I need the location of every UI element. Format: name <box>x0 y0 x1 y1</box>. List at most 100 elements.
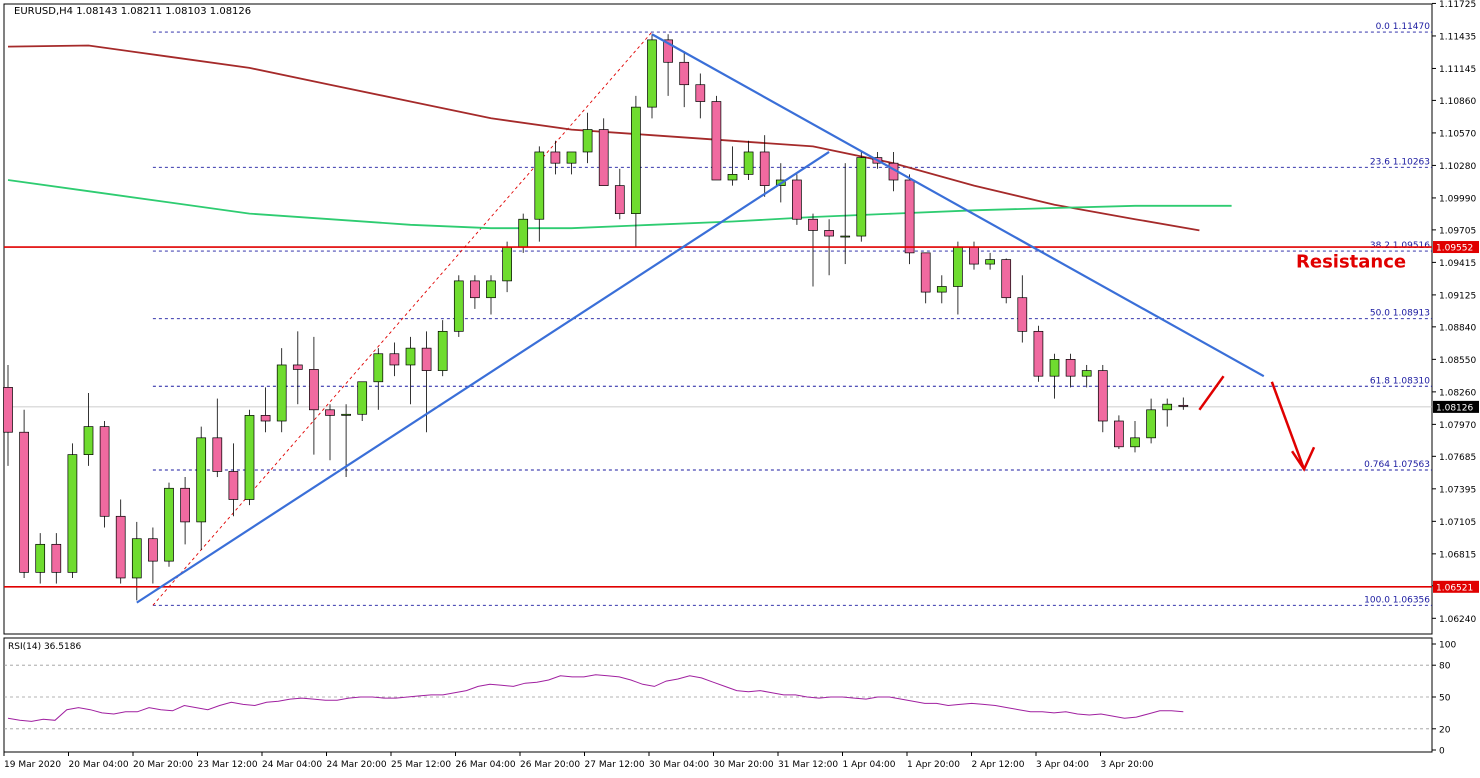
candle <box>808 213 818 287</box>
price-tag-bg <box>1433 241 1479 254</box>
fib-level-label: 50.0 1.08913 <box>1370 309 1430 319</box>
bullish-candle-body <box>936 286 947 293</box>
candle <box>470 275 480 309</box>
price-tick-label: 1.09415 <box>1439 259 1476 269</box>
candle <box>244 409 255 506</box>
bullish-candle-body <box>276 364 287 422</box>
candle <box>83 392 94 466</box>
moving-averages <box>7 44 1232 232</box>
bullish-candle-body <box>1081 370 1092 377</box>
price-tick-label: 1.06815 <box>1439 550 1476 560</box>
bullish-candle-body <box>566 151 577 164</box>
bullish-candle-body <box>486 280 496 299</box>
bullish-candle-body <box>437 330 448 371</box>
time-tick-label: 25 Mar 12:00 <box>391 760 451 770</box>
time-tick-label: 24 Mar 20:00 <box>327 760 387 770</box>
bearish-candle-body <box>3 387 13 433</box>
candle <box>663 34 673 96</box>
price-tick-label: 1.10860 <box>1439 97 1476 107</box>
candle <box>67 443 78 578</box>
bullish-candle-body <box>453 280 464 332</box>
bearish-candle-body <box>695 84 706 102</box>
candle <box>437 320 448 377</box>
time-tick-label: 2 Apr 12:00 <box>972 760 1025 770</box>
bearish-candle-body <box>292 364 303 370</box>
candle <box>566 151 577 175</box>
time-tick-label: 23 Mar 12:00 <box>198 760 258 770</box>
bullish-candle-body <box>341 413 351 416</box>
bearish-candle-body <box>598 129 609 186</box>
price-tick-label: 1.10570 <box>1439 129 1476 139</box>
bullish-candle-body <box>631 106 641 214</box>
candle <box>647 34 657 119</box>
candle <box>35 533 46 584</box>
candle <box>614 168 625 220</box>
candle <box>550 140 561 175</box>
price-axis: 1.11725 1.11435 1.11145 1.10860 1.10570 1.102… <box>1432 0 1479 625</box>
candle <box>228 443 239 517</box>
bearish-candle-body <box>1114 420 1124 448</box>
price-tick-label: 1.09705 <box>1439 226 1476 236</box>
time-tick-label: 31 Mar 12:00 <box>778 760 838 770</box>
bearish-candle-body <box>1178 404 1189 407</box>
bearish-candle-body <box>148 538 158 562</box>
candle <box>99 421 110 528</box>
bullish-candle-body <box>534 151 545 220</box>
trendline <box>651 33 1265 378</box>
candles <box>3 34 1189 601</box>
rsi-tick-label: 20 <box>1439 725 1451 735</box>
bearish-candle-body <box>1097 370 1108 422</box>
candle <box>1001 258 1012 304</box>
bearish-candle-body <box>99 426 110 517</box>
price-tick-label: 1.11145 <box>1439 65 1476 75</box>
bearish-candle-body <box>260 415 271 422</box>
bearish-candle-body <box>663 39 673 63</box>
candle <box>1114 415 1124 450</box>
candle <box>1017 275 1028 343</box>
price-tick-label: 1.07685 <box>1439 453 1476 463</box>
price-tick-label: 1.09990 <box>1439 194 1476 204</box>
candle <box>51 533 62 584</box>
price-tick-label: 1.06240 <box>1439 615 1476 625</box>
time-tick-label: 26 Mar 20:00 <box>520 760 580 770</box>
bearish-candle-body <box>19 431 29 573</box>
rsi-panel: RSI(14) 36.5186 100 80 50 20 0 <box>4 641 1456 757</box>
candle <box>985 252 995 270</box>
current-price-tag-bg <box>1433 400 1479 413</box>
time-tick-label: 24 Mar 04:00 <box>262 760 322 770</box>
bullish-candle-body <box>502 246 512 282</box>
bearish-candle-body <box>421 347 432 371</box>
fibonacci-levels: 0.0 1.11470 23.6 1.10263 38.2 1.09516 50.0 … <box>152 22 1432 606</box>
candle <box>1065 353 1076 388</box>
time-tick-label: 1 Apr 20:00 <box>907 760 960 770</box>
candle <box>373 348 384 410</box>
fib-level-label: 38.2 1.09516 <box>1370 241 1430 251</box>
bullish-candle-body <box>244 415 255 500</box>
bullish-candle-body <box>953 246 963 287</box>
candle <box>856 151 867 242</box>
candle <box>743 140 754 180</box>
bearish-candle-body <box>1065 359 1076 377</box>
candle <box>19 409 29 578</box>
time-tick-label: 3 Apr 20:00 <box>1101 760 1154 770</box>
candle <box>920 252 931 304</box>
bullish-candle-body <box>582 129 593 153</box>
candle <box>1033 325 1044 382</box>
candle <box>260 387 271 433</box>
bearish-candle-body <box>904 179 915 254</box>
candle <box>1081 364 1092 388</box>
fib-level-label: 0.764 1.07563 <box>1364 460 1430 470</box>
chart-header: EURUSD,H4 1.08143 1.08211 1.08103 1.0812… <box>14 6 251 17</box>
bullish-candle-body <box>164 487 174 562</box>
bearish-candle-body <box>1017 297 1028 332</box>
time-tick-label: 30 Mar 20:00 <box>714 760 774 770</box>
candle <box>3 364 13 466</box>
time-tick-label: 30 Mar 04:00 <box>649 760 709 770</box>
candle <box>292 331 303 405</box>
candle <box>1162 398 1173 427</box>
price-tick-label: 1.07970 <box>1439 421 1476 431</box>
bearish-candle-body <box>679 61 690 86</box>
candle <box>131 521 142 601</box>
